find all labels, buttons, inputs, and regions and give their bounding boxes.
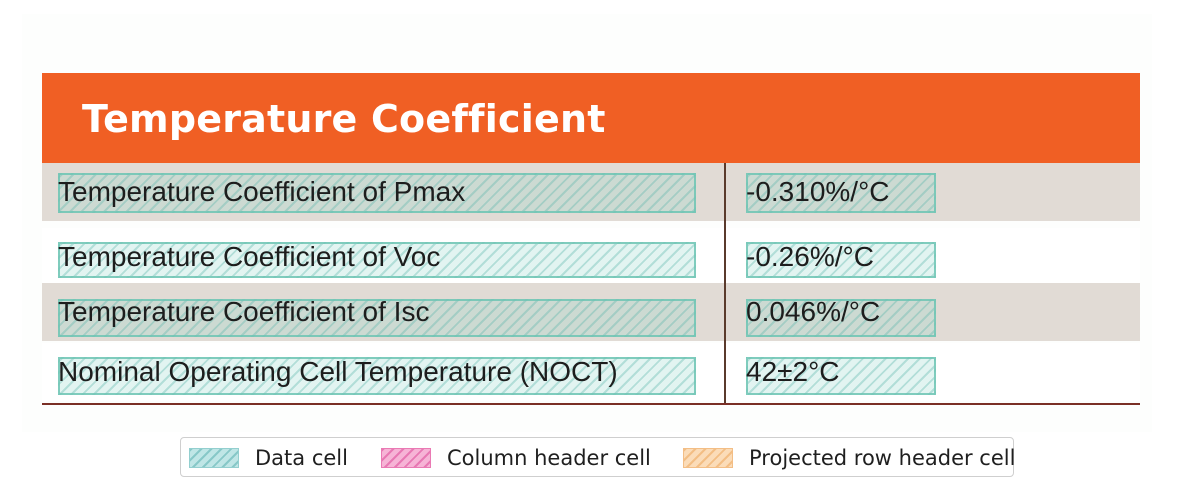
- row-value: -0.310%/°C: [746, 176, 890, 207]
- row-value: 42±2°C: [746, 356, 840, 387]
- column-divider: [724, 163, 726, 405]
- column-header-swatch: [381, 448, 431, 468]
- row-value: -0.26%/°C: [746, 241, 874, 272]
- spec-table: Temperature Coefficient Temperature Coef…: [42, 73, 1140, 405]
- row-label: Temperature Coefficient of Pmax: [58, 176, 466, 207]
- table-title-bar: Temperature Coefficient: [42, 73, 1140, 163]
- data-cell-highlight: [58, 357, 696, 395]
- legend-label: Data cell: [255, 446, 348, 470]
- data-cell-highlight: [746, 242, 936, 278]
- data-cell-highlight: [746, 357, 936, 395]
- row-label: Temperature Coefficient of Isc: [58, 296, 430, 327]
- table-title: Temperature Coefficient: [82, 97, 606, 141]
- data-cell-highlight: [58, 242, 696, 278]
- table-row: Temperature Coefficient of Isc 0.046%/°C: [42, 283, 1140, 341]
- data-cell-swatch: [189, 448, 239, 468]
- legend-label: Column header cell: [447, 446, 651, 470]
- data-cell-highlight: [58, 173, 696, 213]
- table-bottom-border: [42, 403, 1140, 405]
- row-label: Nominal Operating Cell Temperature (NOCT…: [58, 356, 618, 387]
- legend-label: Projected row header cell: [749, 446, 1016, 470]
- data-cell-highlight: [58, 299, 696, 337]
- data-cell-highlight: [746, 299, 936, 337]
- table-row: Temperature Coefficient of Voc -0.26%/°C: [42, 228, 1140, 286]
- legend: Data cell Column header cell Projected r…: [180, 437, 1016, 477]
- data-cell-highlight: [746, 173, 936, 213]
- row-label: Temperature Coefficient of Voc: [58, 241, 441, 272]
- row-value: 0.046%/°C: [746, 296, 881, 327]
- projected-row-header-swatch: [683, 448, 733, 468]
- table-row: Temperature Coefficient of Pmax -0.310%/…: [42, 163, 1140, 221]
- table-row: Nominal Operating Cell Temperature (NOCT…: [42, 343, 1140, 401]
